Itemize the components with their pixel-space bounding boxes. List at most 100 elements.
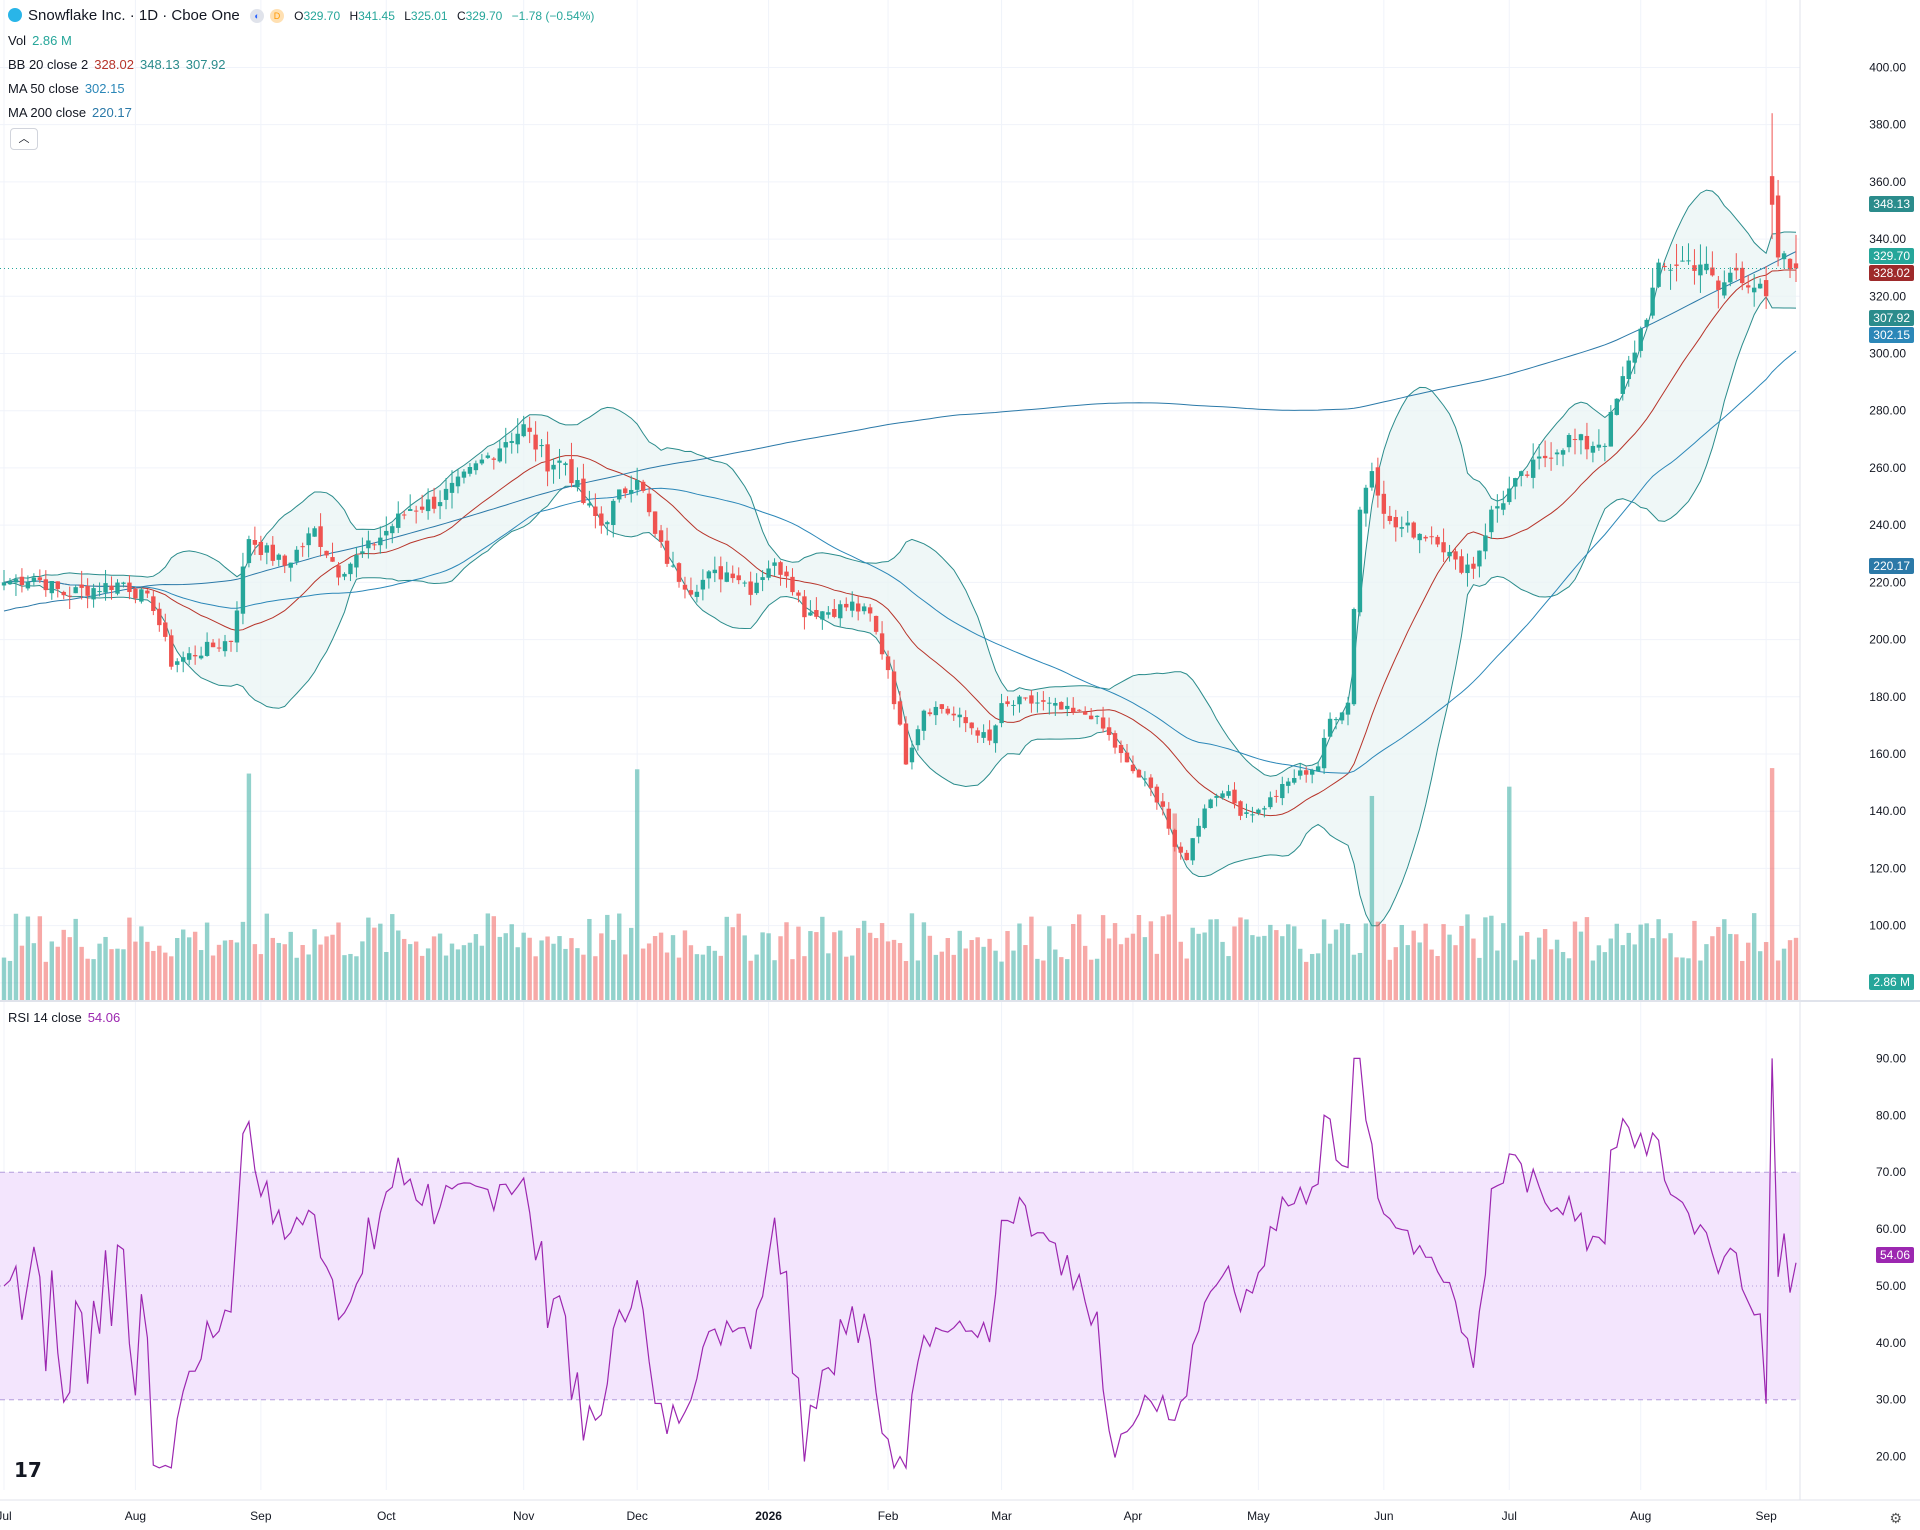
time-tick-label: Mar (991, 1509, 1012, 1523)
volume-bar (485, 913, 491, 1000)
candle-body (43, 579, 49, 591)
volume-bar (228, 939, 234, 1000)
volume-bar (658, 932, 664, 1000)
volume-bar (276, 942, 281, 1000)
volume-bar (491, 916, 497, 1000)
volume-bar (1005, 931, 1010, 1000)
volume-bar (1094, 958, 1100, 1000)
candle-body (73, 587, 78, 594)
volume-bar (1638, 924, 1643, 1000)
candle-body (222, 641, 228, 652)
candle-body (987, 729, 992, 741)
candle-body (1698, 264, 1703, 276)
candle-body (1429, 536, 1434, 538)
volume-bar (1250, 935, 1255, 1000)
volume-bar (557, 936, 562, 1000)
candle-body (1208, 799, 1213, 809)
volume-bar (133, 941, 138, 1000)
volume-bar (1106, 938, 1112, 1000)
volume-bar (867, 932, 873, 1000)
candle-body (1041, 700, 1046, 702)
candle-body (1160, 801, 1166, 807)
volume-bar (700, 954, 706, 1000)
rsi-legend[interactable]: RSI 14 close 54.06 (8, 1010, 126, 1026)
volume-bar (270, 937, 275, 1000)
volume-bar (826, 953, 831, 1000)
volume-bar (808, 931, 813, 1000)
bb-legend[interactable]: BB 20 close 2 328.02 348.13 307.92 (8, 57, 232, 73)
volume-bar (91, 959, 96, 1000)
volume-bar (1763, 942, 1769, 1000)
volume-bar (1357, 952, 1363, 1000)
candle-body (1608, 411, 1614, 447)
candle-body (216, 647, 222, 649)
candle-body (378, 537, 383, 546)
rsi-tick-label: 70.00 (1876, 1165, 1906, 1179)
candle-body (611, 500, 616, 526)
volume-bar (861, 920, 867, 1000)
candle-body (1309, 770, 1315, 775)
volume-bar (1495, 950, 1500, 1000)
volume-bar (1017, 923, 1022, 1000)
volume-bar (473, 934, 479, 1000)
candle-body (228, 640, 234, 642)
candle-body (850, 601, 855, 611)
volume-bar (1184, 958, 1189, 1000)
time-tick-label: Oct (377, 1509, 396, 1523)
volume-bar (1363, 923, 1369, 1000)
candle-body (1638, 328, 1643, 351)
symbol-legend[interactable]: Snowflake Inc. · 1D · Cboe One ◐ D O329.7… (8, 8, 606, 24)
volume-bar (354, 956, 359, 1000)
volume-bar (181, 929, 186, 1000)
volume-bar (1023, 945, 1028, 1000)
candle-body (921, 710, 927, 731)
candle-body (7, 581, 13, 585)
candle-body (1435, 536, 1440, 545)
rsi-value: 54.06 (87, 1010, 121, 1025)
candle-body (1501, 503, 1506, 510)
volume-bar (646, 943, 652, 1000)
volume-bar (1065, 959, 1070, 1000)
candle-body (933, 706, 939, 716)
volume-bar (1793, 937, 1799, 1000)
volume-bar (694, 954, 700, 1000)
candle-body (103, 583, 108, 593)
candle-body (1775, 195, 1781, 258)
candle-body (587, 503, 592, 506)
vol-value: 2.86 M (32, 33, 72, 48)
collapse-legend-button[interactable]: ︿ (10, 128, 38, 150)
bb-upper-tag: 348.13 (1869, 196, 1914, 212)
volume-bar (652, 936, 658, 1000)
candle-body (1781, 253, 1787, 260)
rsi-tick-label: 50.00 (1876, 1279, 1906, 1293)
candle-body (1686, 260, 1691, 262)
candle-body (1106, 727, 1112, 736)
volume-bar (1746, 942, 1751, 1000)
volume-bar (533, 956, 538, 1000)
volume-bar (461, 945, 467, 1000)
volume-bar (169, 956, 174, 1000)
gear-icon[interactable]: ⚙ (1889, 1510, 1902, 1526)
bb-lower-tag: 307.92 (1869, 310, 1914, 326)
candle-body (754, 582, 759, 594)
vol-legend[interactable]: Vol 2.86 M (8, 33, 78, 49)
candle-body (1184, 852, 1189, 861)
volume-bar (13, 913, 19, 1000)
ma200-legend[interactable]: MA 200 close 220.17 (8, 105, 138, 121)
rsi-tag: 54.06 (1875, 1247, 1914, 1263)
candle-body (1059, 702, 1064, 710)
tradingview-logo[interactable]: 17 (14, 1458, 42, 1482)
volume-bar (1507, 786, 1512, 1000)
candle-body (1441, 542, 1446, 553)
data-badge: D (269, 9, 284, 23)
volume-bar (1035, 958, 1040, 1000)
ma50-legend[interactable]: MA 50 close 302.15 (8, 81, 131, 97)
candle-body (790, 576, 795, 593)
candle-body (1787, 258, 1793, 270)
volume-bar (670, 935, 676, 1000)
volume-bar (1345, 924, 1351, 1000)
rsi-tick-label: 80.00 (1876, 1108, 1906, 1122)
volume-bar (1286, 924, 1291, 1000)
volume-bar (31, 943, 37, 1000)
